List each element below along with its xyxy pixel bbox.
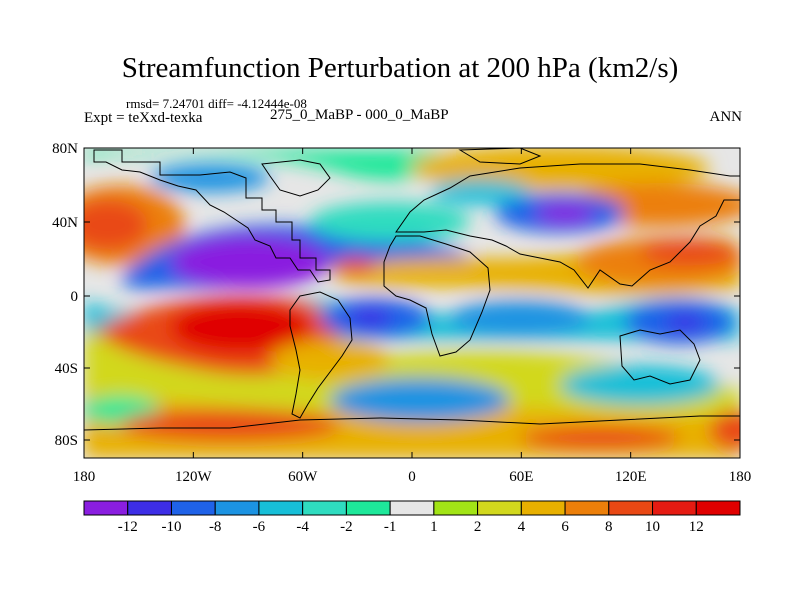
y-tick-label: 40S — [55, 361, 78, 377]
colorbar-swatch — [695, 500, 741, 516]
colorbar-swatch — [564, 500, 610, 516]
colorbar-swatch — [345, 500, 391, 516]
x-tick-label: 60W — [288, 469, 318, 485]
eurasia-outline — [395, 163, 740, 289]
experiment-label: Expt = teXxd-texka — [84, 110, 203, 126]
longitude-axis: 180 120W 60W 0 60E 120E 180 — [73, 148, 752, 485]
coastlines — [84, 148, 740, 431]
colorbar-label: -8 — [209, 519, 222, 535]
south-pacific-positive-core — [170, 302, 310, 354]
subtropical-negative-core — [170, 236, 330, 288]
north-america-outline — [93, 149, 331, 283]
colorbar — [83, 500, 741, 516]
x-tick-label: 0 — [408, 469, 416, 485]
colorbar-labels: -12 -10 -8 -6 -4 -2 -1 1 2 4 6 8 10 12 — [118, 519, 704, 535]
colorbar-swatch — [652, 500, 697, 516]
difference-label: 275_0_MaBP - 000_0_MaBP — [270, 107, 449, 123]
antarctica-outline — [84, 415, 740, 431]
colorbar-swatch — [258, 500, 304, 516]
colorbar-swatch — [127, 500, 172, 516]
colorbar-label: 8 — [605, 519, 613, 535]
x-tick-label: 120W — [175, 469, 213, 485]
y-tick-label: 80N — [52, 141, 78, 157]
colorbar-swatch — [608, 500, 654, 516]
map-title: Streamfunction Perturbation at 200 hPa (… — [121, 52, 679, 84]
southern-positive-band — [84, 330, 740, 420]
x-tick-label: 120E — [615, 469, 647, 485]
colorbar-label: 12 — [689, 519, 704, 535]
colorbar-label: -4 — [296, 519, 309, 535]
colorbar-swatch — [83, 500, 129, 516]
australia-outline — [619, 329, 701, 385]
antarctic-positive — [120, 409, 340, 441]
colorbar-swatch — [302, 500, 347, 516]
colorbar-label: 4 — [518, 519, 526, 535]
colorbar-label: 10 — [645, 519, 660, 535]
greenland-outline — [261, 159, 331, 197]
colorbar-swatch — [170, 500, 216, 516]
africa-outline — [383, 235, 491, 357]
south-america-outline — [289, 291, 353, 419]
colorbar-swatch — [477, 500, 522, 516]
colorbar-label: -6 — [253, 519, 266, 535]
colorbar-swatch — [520, 500, 566, 516]
southern-ocean-negative — [330, 378, 510, 422]
colorbar-swatch — [433, 500, 479, 516]
colorbar-label: 2 — [474, 519, 482, 535]
latitude-axis: 80N 40N 0 40S 80S — [52, 141, 740, 449]
season-label: ANN — [709, 109, 743, 125]
x-tick-label: 180 — [729, 469, 752, 485]
contour-field — [84, 148, 740, 458]
colorbar-swatch — [214, 500, 260, 516]
stats-line: rmsd= 7.24701 diff= -4.12444e-08 — [126, 96, 307, 111]
y-tick-label: 0 — [71, 289, 79, 305]
colorbar-label: 6 — [561, 519, 569, 535]
colorbar-label: -12 — [118, 519, 138, 535]
colorbar-label: -10 — [161, 519, 181, 535]
x-tick-label: 180 — [73, 469, 96, 485]
colorbar-label: -2 — [340, 519, 353, 535]
north-pacific-negative — [150, 164, 270, 192]
y-tick-label: 80S — [55, 433, 78, 449]
eurasia-negative-core — [535, 203, 595, 223]
y-tick-label: 40N — [52, 215, 78, 231]
colorbar-label: -1 — [384, 519, 397, 535]
colorbar-label: 1 — [430, 519, 438, 535]
x-tick-label: 60E — [509, 469, 533, 485]
colorbar-swatch — [389, 500, 435, 516]
arctic-band — [84, 150, 440, 180]
